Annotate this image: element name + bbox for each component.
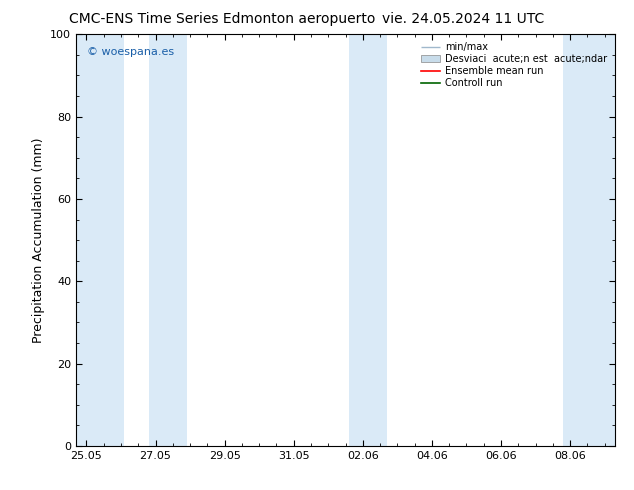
Bar xyxy=(76,34,124,446)
Text: CMC-ENS Time Series Edmonton aeropuerto: CMC-ENS Time Series Edmonton aeropuerto xyxy=(68,12,375,26)
Text: © woespana.es: © woespana.es xyxy=(87,47,174,57)
Y-axis label: Precipitation Accumulation (mm): Precipitation Accumulation (mm) xyxy=(32,137,44,343)
Bar xyxy=(563,34,622,446)
Bar xyxy=(148,34,186,446)
Bar xyxy=(349,34,387,446)
Legend: min/max, Desviaci  acute;n est  acute;ndar, Ensemble mean run, Controll run: min/max, Desviaci acute;n est acute;ndar… xyxy=(418,39,610,91)
Text: vie. 24.05.2024 11 UTC: vie. 24.05.2024 11 UTC xyxy=(382,12,544,26)
